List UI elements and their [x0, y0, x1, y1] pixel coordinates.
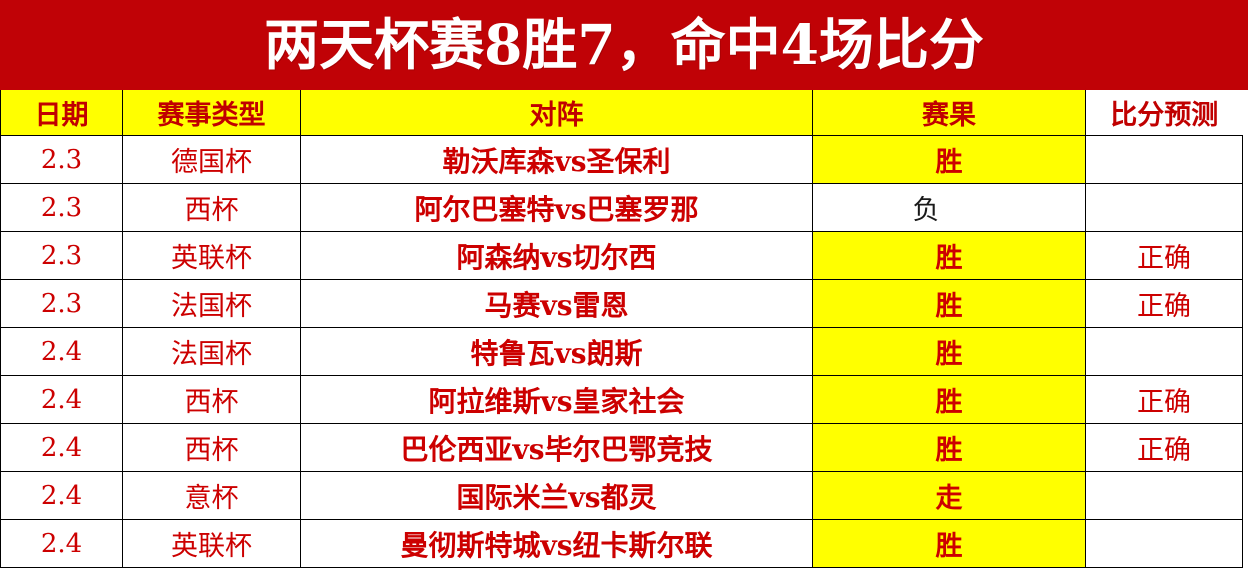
cell-competition: 法国杯	[122, 327, 301, 376]
cell-matchup: 阿森纳vs切尔西	[300, 231, 813, 280]
cell-matchup: 阿拉维斯vs皇家社会	[300, 375, 813, 424]
cell-matchup: 勒沃库森vs圣保利	[300, 135, 813, 184]
cell-score-prediction: 正确	[1085, 279, 1243, 328]
table-header-row: 日期 赛事类型 对阵 赛果 比分预测	[0, 90, 1243, 136]
cell-result: 胜	[812, 519, 1086, 568]
table-row: 2.4 意杯 国际米兰vs都灵走	[0, 471, 1243, 520]
cell-result: 胜	[812, 135, 1086, 184]
cell-result: 胜	[812, 279, 1086, 328]
cell-result: 胜	[812, 375, 1086, 424]
title-banner: 两天杯赛8胜7，命中4场比分	[0, 0, 1248, 90]
cell-competition: 德国杯	[122, 135, 301, 184]
cell-matchup: 阿尔巴塞特vs巴塞罗那	[300, 183, 813, 232]
column-header-competition: 赛事类型	[122, 90, 301, 136]
cell-result: 走	[812, 471, 1086, 520]
cell-date: 2.4	[0, 327, 123, 376]
cell-competition: 英联杯	[122, 231, 301, 280]
table-row: 2.4 法国杯 特鲁瓦vs朗斯胜	[0, 327, 1243, 376]
cell-date: 2.3	[0, 135, 123, 184]
cell-score-prediction	[1085, 471, 1243, 520]
cell-score-prediction: 正确	[1085, 375, 1243, 424]
table-row: 2.4 西杯 巴伦西亚vs毕尔巴鄂竞技胜正确	[0, 423, 1243, 472]
cell-competition: 西杯	[122, 375, 301, 424]
cell-matchup: 国际米兰vs都灵	[300, 471, 813, 520]
cell-date: 2.3	[0, 279, 123, 328]
table-row: 2.3 西杯 阿尔巴塞特vs巴塞罗那负	[0, 183, 1243, 232]
cell-date: 2.3	[0, 183, 123, 232]
cell-competition: 法国杯	[122, 279, 301, 328]
column-header-result: 赛果	[812, 90, 1086, 136]
cell-date: 2.4	[0, 375, 123, 424]
cell-score-prediction	[1085, 135, 1243, 184]
cell-score-prediction: 正确	[1085, 423, 1243, 472]
cell-matchup: 巴伦西亚vs毕尔巴鄂竞技	[300, 423, 813, 472]
cell-matchup: 马赛vs雷恩	[300, 279, 813, 328]
cell-score-prediction	[1085, 519, 1243, 568]
column-header-date: 日期	[0, 90, 123, 136]
column-header-matchup: 对阵	[300, 90, 813, 136]
table-row: 2.4 西杯 阿拉维斯vs皇家社会胜正确	[0, 375, 1243, 424]
cell-result: 胜	[812, 423, 1086, 472]
column-header-score-prediction: 比分预测	[1085, 90, 1243, 136]
cell-competition: 意杯	[122, 471, 301, 520]
cell-matchup: 曼彻斯特城vs纽卡斯尔联	[300, 519, 813, 568]
cell-result: 胜	[812, 327, 1086, 376]
cell-score-prediction: 正确	[1085, 231, 1243, 280]
table-row: 2.3 英联杯 阿森纳vs切尔西胜正确	[0, 231, 1243, 280]
cell-competition: 西杯	[122, 423, 301, 472]
cell-score-prediction	[1085, 327, 1243, 376]
page-title: 两天杯赛8胜7，命中4场比分	[264, 12, 984, 77]
cell-date: 2.3	[0, 231, 123, 280]
cell-date: 2.4	[0, 519, 123, 568]
cell-date: 2.4	[0, 471, 123, 520]
cell-competition: 西杯	[122, 183, 301, 232]
cell-matchup: 特鲁瓦vs朗斯	[300, 327, 813, 376]
prediction-table: 日期 赛事类型 对阵 赛果 比分预测 2.3 德国杯 勒沃库森vs圣保利胜 2.3 西杯…	[0, 90, 1243, 568]
table-row: 2.3 法国杯 马赛vs雷恩胜正确	[0, 279, 1243, 328]
table-row: 2.3 德国杯 勒沃库森vs圣保利胜	[0, 135, 1243, 184]
cell-result: 负	[812, 183, 1086, 232]
table-row: 2.4 英联杯 曼彻斯特城vs纽卡斯尔联胜	[0, 519, 1243, 568]
table-body: 2.3 德国杯 勒沃库森vs圣保利胜 2.3 西杯 阿尔巴塞特vs巴塞罗那负 2.3 英联杯阿…	[0, 135, 1243, 568]
cell-score-prediction	[1085, 183, 1243, 232]
cell-result: 胜	[812, 231, 1086, 280]
cell-date: 2.4	[0, 423, 123, 472]
cell-competition: 英联杯	[122, 519, 301, 568]
